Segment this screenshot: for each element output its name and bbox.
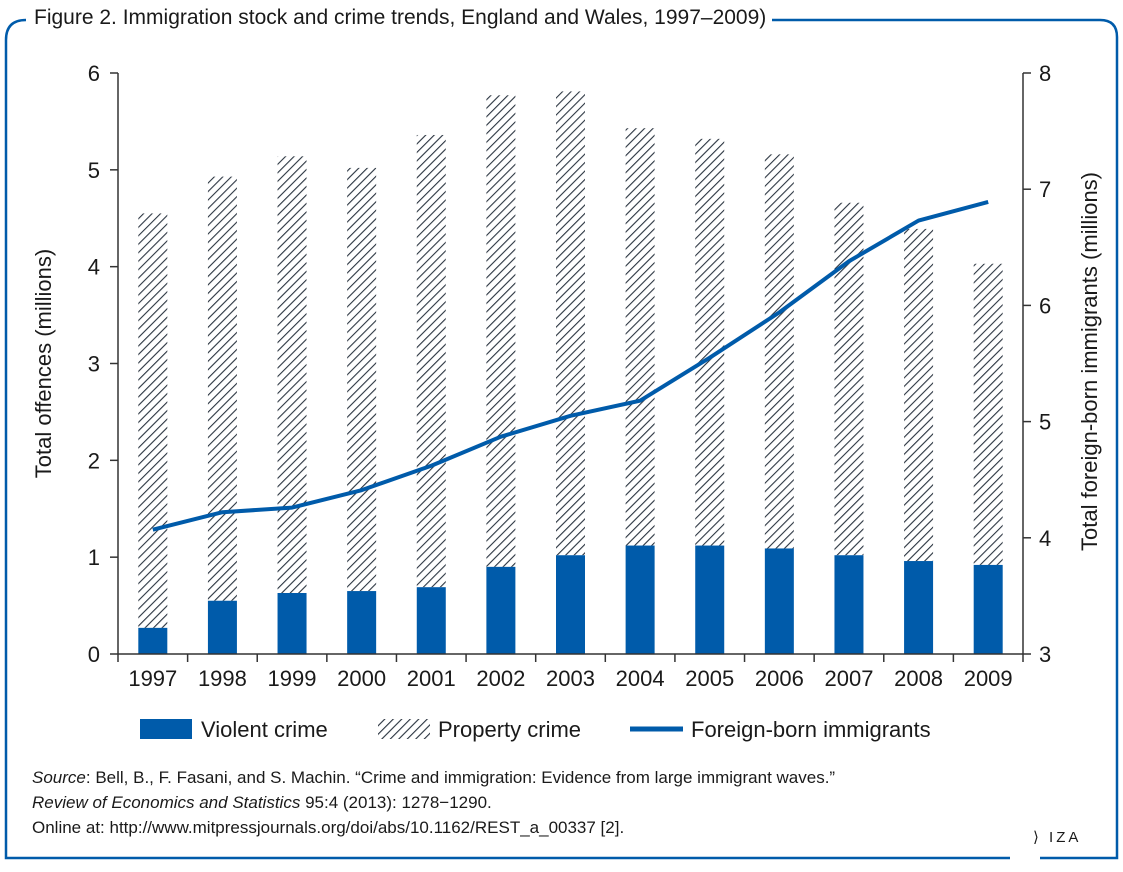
axes-layer: 0 1 2 3 4 5 6 3 4 5 6 7 8 1997 1998 1999 2000 2001 2002 200…	[31, 61, 1102, 691]
x-tick-label: 2008	[894, 666, 943, 691]
bar-property-2005	[695, 138, 725, 546]
x-tick-label: 1997	[128, 666, 177, 691]
y-tick-label-left: 5	[88, 158, 100, 183]
y-tick-label-right: 5	[1039, 410, 1051, 435]
x-tick-label: 2002	[476, 666, 525, 691]
x-tick-label: 2006	[755, 666, 804, 691]
source-line-2: 95:4 (2013): 1278−1290.	[300, 793, 492, 812]
x-tick-label: 2004	[616, 666, 665, 691]
bar-violent-2005	[695, 545, 725, 654]
bar-violent-2000	[347, 591, 377, 654]
y-tick-label-right: 6	[1039, 293, 1051, 318]
source-note: Source: Bell, B., F. Fasani, and S. Mach…	[32, 765, 835, 840]
y-tick-label-left: 4	[88, 255, 100, 280]
x-tick-label: 1999	[268, 666, 317, 691]
source-line-1: : Bell, B., F. Fasani, and S. Machin. “C…	[85, 768, 836, 787]
y-axis-title-left: Total offences (millions)	[31, 249, 56, 478]
legend-swatch-violent-crime	[140, 719, 192, 739]
bar-property-1999	[277, 156, 307, 593]
bar-violent-2006	[764, 548, 794, 654]
x-tick-label: 2001	[407, 666, 456, 691]
bar-property-2000	[347, 167, 377, 592]
bar-violent-2004	[625, 545, 655, 654]
bar-property-2001	[416, 134, 446, 588]
y-tick-label-left: 3	[88, 352, 100, 377]
legend: Violent crime Property crime Foreign-born …	[140, 717, 931, 742]
iza-logo: ⟩ IZA	[1033, 828, 1081, 846]
bar-property-2003	[556, 91, 585, 556]
y-tick-label-left: 1	[88, 545, 100, 570]
legend-label-foreign-born-immigrants: Foreign-born immigrants	[691, 717, 931, 742]
bar-violent-2008	[904, 561, 934, 654]
bar-violent-2009	[973, 564, 1003, 654]
iza-logo-text: IZA	[1049, 829, 1082, 846]
y-tick-label-left: 2	[88, 448, 100, 473]
y-tick-label-right: 7	[1039, 177, 1051, 202]
x-tick-label: 2003	[546, 666, 595, 691]
bar-property-1998	[207, 176, 237, 601]
y-tick-label-left: 0	[88, 642, 100, 667]
bar-violent-2002	[486, 566, 516, 654]
y-tick-label-right: 8	[1039, 61, 1051, 86]
line-foreign-born-immigrants	[152, 200, 989, 532]
bar-violent-2007	[834, 555, 864, 654]
y-tick-label-left: 6	[88, 61, 100, 86]
bar-property-1997	[138, 213, 168, 628]
bar-violent-1997	[138, 627, 168, 654]
bar-property-2009	[973, 263, 1003, 565]
x-tick-label: 2000	[337, 666, 386, 691]
source-journal: Review of Economics and Statistics	[32, 793, 301, 812]
source-label: Source	[32, 768, 86, 787]
y-axis-title-right: Total foreign-born immigrants (millions)	[1077, 172, 1102, 551]
y-tick-label-right: 3	[1039, 642, 1051, 667]
legend-swatch-property-crime	[378, 719, 430, 739]
source-line-3: Online at: http://www.mitpressjournals.o…	[32, 818, 625, 837]
line-layer	[152, 200, 989, 532]
chart-title: Figure 2. Immigration stock and crime tr…	[32, 6, 773, 30]
x-tick-label: 2007	[824, 666, 873, 691]
bar-violent-1998	[207, 600, 237, 654]
legend-label-violent-crime: Violent crime	[201, 717, 328, 742]
bar-property-2008	[904, 228, 934, 562]
bar-violent-2003	[556, 555, 585, 654]
bar-violent-1999	[277, 592, 307, 654]
bar-violent-2001	[416, 587, 446, 654]
legend-label-property-crime: Property crime	[438, 717, 581, 742]
iza-logo-mark: ⟩	[1033, 829, 1050, 846]
bars-layer	[138, 91, 1003, 654]
bar-property-2004	[625, 128, 655, 546]
x-tick-label: 2005	[685, 666, 734, 691]
bar-property-2002	[486, 95, 516, 567]
bar-property-2006	[764, 154, 794, 549]
x-tick-label: 2009	[964, 666, 1013, 691]
y-tick-label-right: 4	[1039, 526, 1051, 551]
x-tick-label: 1998	[198, 666, 247, 691]
